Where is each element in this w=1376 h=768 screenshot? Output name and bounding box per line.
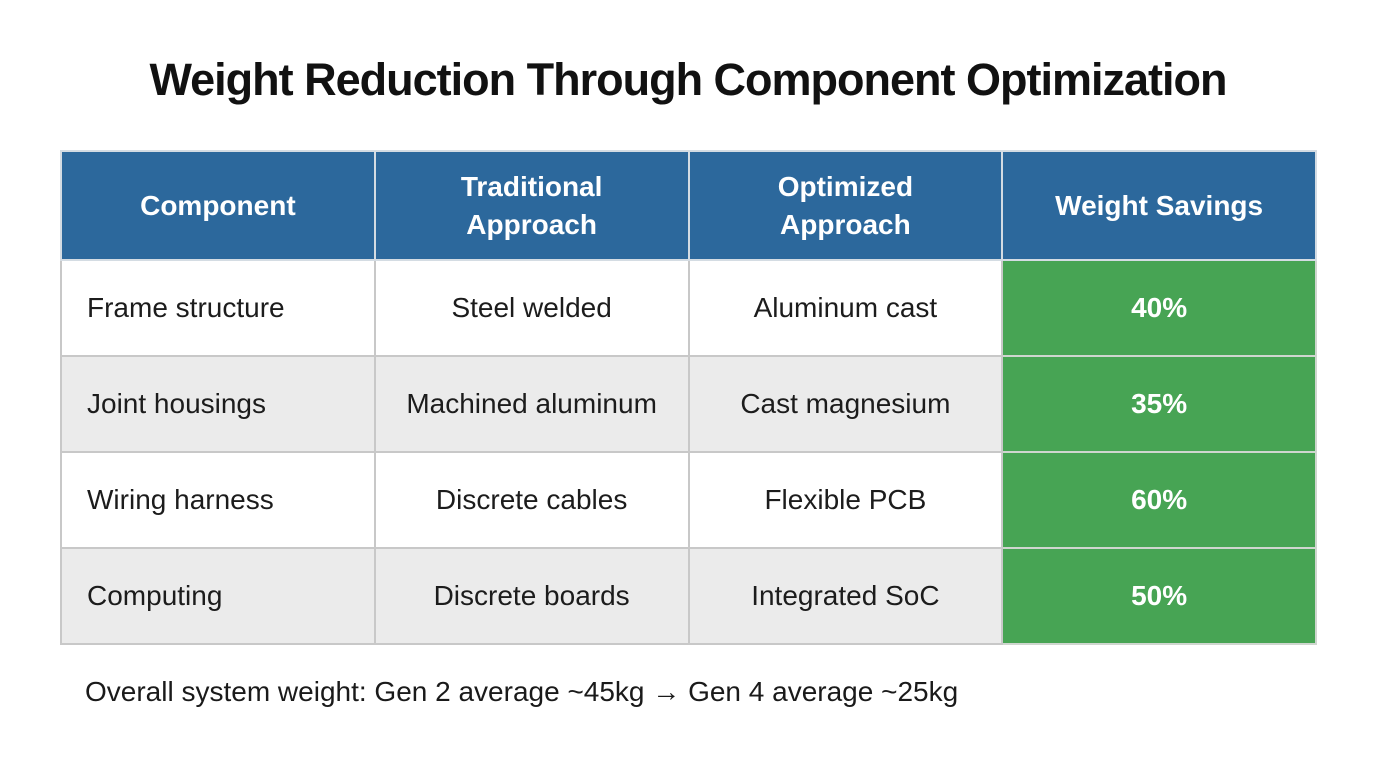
cell-traditional: Steel welded	[373, 259, 690, 357]
table-row: Wiring harness Discrete cables Flexible …	[60, 451, 1317, 549]
cell-savings: 40%	[1001, 259, 1317, 357]
weight-reduction-table: Component Traditional Approach Optimized…	[60, 150, 1317, 645]
cell-optimized: Cast magnesium	[687, 355, 1004, 453]
cell-traditional: Machined aluminum	[373, 355, 690, 453]
page-title: Weight Reduction Through Component Optim…	[149, 54, 1227, 105]
cell-component: Frame structure	[60, 259, 376, 357]
overall-weight-note: Overall system weight: Gen 2 average ~45…	[85, 676, 959, 707]
table-header-row: Component Traditional Approach Optimized…	[60, 150, 1317, 261]
header-optimized: Optimized Approach	[687, 150, 1004, 261]
cell-optimized: Flexible PCB	[687, 451, 1004, 549]
cell-optimized: Integrated SoC	[687, 547, 1004, 645]
cell-savings: 60%	[1001, 451, 1317, 549]
header-component: Component	[60, 150, 376, 261]
cell-component: Computing	[60, 547, 376, 645]
cell-savings: 35%	[1001, 355, 1317, 453]
cell-component: Wiring harness	[60, 451, 376, 549]
cell-traditional: Discrete boards	[373, 547, 690, 645]
header-weight-savings: Weight Savings	[1001, 150, 1317, 261]
cell-optimized: Aluminum cast	[687, 259, 1004, 357]
cell-savings: 50%	[1001, 547, 1317, 645]
table-row: Joint housings Machined aluminum Cast ma…	[60, 355, 1317, 453]
header-traditional: Traditional Approach	[373, 150, 690, 261]
cell-component: Joint housings	[60, 355, 376, 453]
table-row: Frame structure Steel welded Aluminum ca…	[60, 259, 1317, 357]
table-row: Computing Discrete boards Integrated SoC…	[60, 547, 1317, 645]
cell-traditional: Discrete cables	[373, 451, 690, 549]
